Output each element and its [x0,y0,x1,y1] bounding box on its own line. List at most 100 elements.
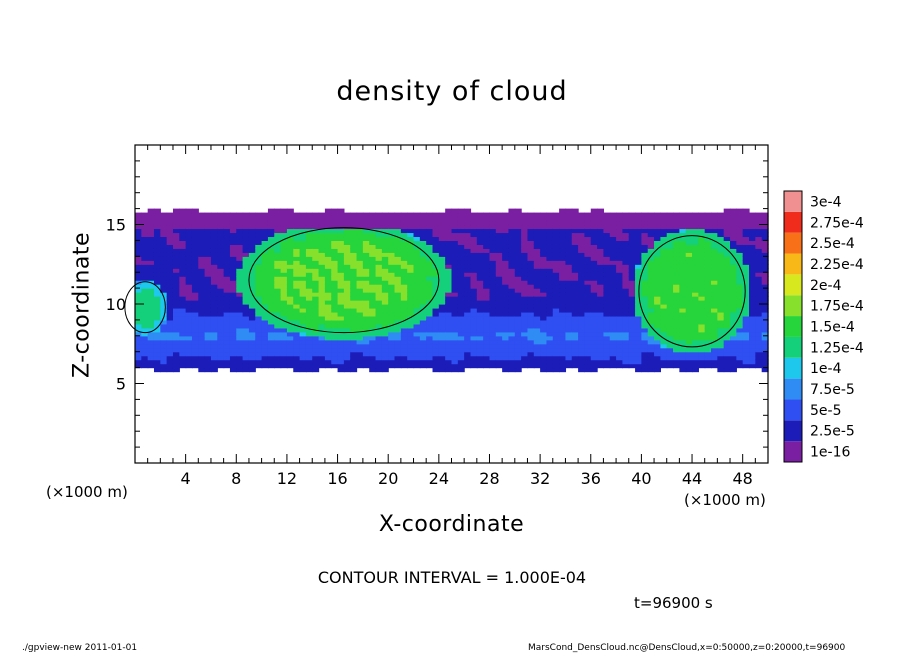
heatmap-cell [635,248,642,253]
heatmap-cell [717,272,725,277]
heatmap-cell [508,367,516,373]
heatmap-cell [223,343,231,349]
heatmap-cell [457,252,465,257]
heatmap-cell [578,339,586,345]
heatmap-cell [540,248,548,253]
heatmap-cell [451,280,459,285]
heatmap-cell [426,331,434,337]
heatmap-cell [502,323,510,329]
heatmap-cell [552,327,560,333]
heatmap-cell [546,212,554,218]
heatmap-cell [495,256,503,261]
heatmap-cell [711,359,718,365]
heatmap-cell [571,347,579,353]
heatmap-cell [375,280,383,285]
heatmap-cell [362,300,370,305]
heatmap-cell [616,343,624,349]
heatmap-cell [692,339,699,345]
heatmap-cell [343,359,351,365]
heatmap-cell [248,260,256,265]
heatmap-cell [350,343,358,349]
heatmap-cell [255,331,263,337]
heatmap-cell [362,335,370,341]
heatmap-cell [546,311,554,317]
heatmap-cell [508,351,516,357]
heatmap-cell [502,252,510,257]
heatmap-cell [749,264,756,269]
heatmap-cell [381,292,389,297]
heatmap-cell [305,339,313,345]
heatmap-cell [565,347,573,353]
heatmap-cell [470,307,478,313]
heatmap-cell [742,224,750,230]
heatmap-cell [375,307,383,313]
heatmap-cell [413,296,421,301]
heatmap-cell [685,228,693,234]
heatmap-cell [191,280,199,285]
heatmap-cell [654,343,661,349]
heatmap-cell [742,260,750,265]
heatmap-cell [521,212,529,218]
heatmap-cell [685,300,693,305]
heatmap-cell [210,280,218,285]
heatmap-cell [400,272,408,277]
heatmap-cell [584,224,592,230]
heatmap-cell [470,268,478,273]
heatmap-cell [470,304,478,309]
heatmap-cell [749,272,756,277]
heatmap-cell [711,296,718,301]
heatmap-cell [483,224,491,230]
heatmap-cell [432,323,440,329]
heatmap-cell [255,355,263,361]
heatmap-cell [571,256,579,261]
heatmap-cell [147,268,155,273]
heatmap-cell [172,240,180,245]
heatmap-cell [388,296,396,301]
heatmap-cell [730,208,737,214]
heatmap-cell [578,331,586,337]
heatmap-cell [597,248,605,253]
heatmap-cell [369,319,377,325]
heatmap-cell [293,355,301,361]
heatmap-cell [255,319,263,325]
heatmap-cell [521,272,529,277]
heatmap-cell [698,300,706,305]
heatmap-cell [236,343,244,349]
heatmap-cell [647,304,655,309]
heatmap-cell [217,228,225,234]
heatmap-cell [413,276,421,281]
heatmap-cell [426,280,434,285]
heatmap-cell [375,220,383,226]
heatmap-cell [236,264,244,269]
heatmap-cell [730,300,737,305]
heatmap-cell [489,351,497,357]
x-tick-label: 16 [327,469,347,488]
heatmap-cell [508,315,516,321]
heatmap-cell [660,307,668,313]
heatmap-cell [407,284,415,289]
heatmap-cell [375,284,383,289]
heatmap-cell [172,208,180,214]
heatmap-cell [191,252,199,257]
heatmap-cell [692,248,699,253]
heatmap-cell [502,256,510,261]
heatmap-cell [736,284,744,289]
heatmap-cell [723,216,731,222]
heatmap-cell [267,296,275,301]
heatmap-cell [299,260,307,265]
heatmap-cell [628,220,636,226]
heatmap-cell [730,232,737,238]
heatmap-cell [673,315,680,321]
heatmap-cell [337,244,345,249]
heatmap-cell [533,347,541,353]
heatmap-cell [324,339,332,345]
heatmap-cell [261,280,269,285]
heatmap-cell [711,228,718,234]
heatmap-cell [217,280,225,285]
heatmap-cell [426,252,434,257]
heatmap-cell [736,280,744,285]
heatmap-cell [141,272,149,277]
heatmap-cell [666,331,674,337]
heatmap-cell [419,236,427,241]
heatmap-cell [578,284,586,289]
